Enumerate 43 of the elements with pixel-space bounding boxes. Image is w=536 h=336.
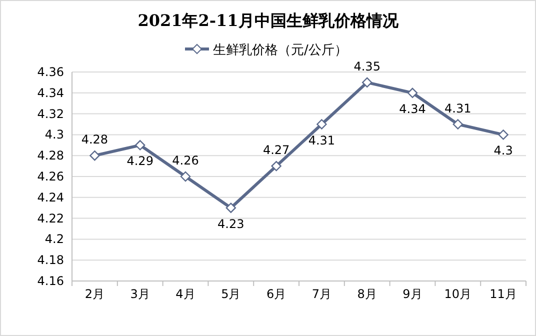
point [90,150,100,161]
point [362,77,372,88]
y-tick-label: 4.32 [37,106,64,121]
point [180,171,191,182]
data-label: 4.35 [354,59,380,74]
x-tick-label: 2月 [84,287,105,301]
data-label: 4.34 [399,102,426,116]
data-label: 4.31 [308,133,336,148]
data-label: 4.3 [494,144,513,158]
y-tick-label: 4.34 [37,86,64,100]
data-label: 4.31 [444,101,472,116]
point [271,160,282,172]
y-tick-label: 4.26 [37,170,64,184]
x-tick-label: 6月 [266,287,286,301]
x-tick-label: 7月 [312,287,332,301]
point [407,88,418,98]
x-tick-label: 10月 [444,287,472,301]
x-tick-label: 8月 [357,287,377,301]
chart-title: 2021年2-11月中国生鲜乳价格情况 [138,11,400,30]
data-label: 4.26 [172,154,199,168]
legend-label: 生鲜乳价格（元/公斤） [213,43,348,58]
point [452,119,463,130]
x-tick-label: 9月 [402,287,422,301]
data-label: 4.23 [218,216,244,231]
point [316,119,327,130]
x-tick-label: 3月 [130,287,150,301]
data-label: 4.27 [262,143,290,158]
point [498,130,508,140]
x-tick-label: 4月 [176,287,196,301]
y-tick-label: 4.18 [37,253,64,268]
y-tick-label: 4.2 [44,232,64,246]
y-tick-label: 4.24 [37,190,64,204]
x-tick-label: 5月 [221,287,241,301]
y-tick-label: 4.16 [37,274,64,288]
y-tick-label: 4.22 [37,211,64,226]
data-label: 4.28 [81,132,108,147]
x-tick-label: 11月 [490,287,517,301]
y-tick-label: 4.36 [37,65,64,79]
data-label: 4.29 [126,154,154,168]
y-tick-label: 4.28 [37,148,64,163]
y-tick-label: 4.3 [44,128,64,142]
point [226,202,236,213]
point [135,140,146,150]
